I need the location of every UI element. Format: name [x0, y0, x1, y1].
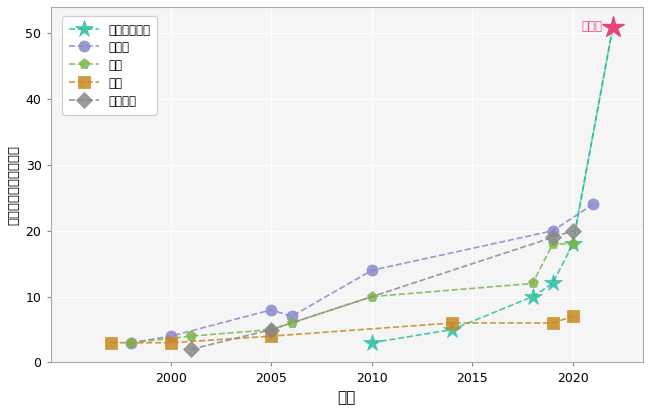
中性原子: [549, 235, 556, 240]
超导量子比特: [368, 340, 376, 345]
离子阱: [589, 202, 597, 207]
光子: [528, 281, 536, 286]
Y-axis label: 真纠缠比特数目（个）: 真纠缠比特数目（个）: [7, 145, 20, 225]
超导量子比特: [448, 327, 456, 332]
离子阱: [549, 228, 556, 233]
中性原子: [187, 347, 195, 352]
光子: [549, 241, 556, 246]
自旋: [448, 321, 456, 325]
光子: [268, 327, 276, 332]
离子阱: [268, 307, 276, 312]
自旋: [549, 321, 556, 325]
光子: [368, 294, 376, 299]
离子阱: [288, 314, 296, 319]
自旋: [107, 340, 114, 345]
离子阱: [167, 334, 175, 339]
超导量子比特: [549, 281, 556, 286]
X-axis label: 年份: 年份: [337, 390, 356, 405]
光子: [569, 241, 577, 246]
Legend: 超导量子比特, 离子阱, 光子, 自旋, 中性原子: 超导量子比特, 离子阱, 光子, 自旋, 中性原子: [62, 16, 157, 115]
自旋: [268, 334, 276, 339]
Text: 本工作: 本工作: [582, 20, 603, 33]
超导量子比特: [528, 294, 536, 299]
离子阱: [127, 340, 135, 345]
超导量子比特: [609, 24, 617, 29]
光子: [127, 340, 135, 345]
超导量子比特: [569, 241, 577, 246]
中性原子: [268, 327, 276, 332]
中性原子: [569, 228, 577, 233]
自旋: [167, 340, 175, 345]
Line: 离子阱: 离子阱: [125, 199, 599, 348]
离子阱: [368, 268, 376, 273]
Line: 光子: 光子: [125, 239, 579, 348]
Line: 中性原子: 中性原子: [185, 225, 578, 355]
光子: [288, 321, 296, 325]
自旋: [569, 314, 577, 319]
光子: [187, 334, 195, 339]
Line: 超导量子比特: 超导量子比特: [363, 18, 622, 352]
Line: 自旋: 自旋: [105, 311, 578, 348]
